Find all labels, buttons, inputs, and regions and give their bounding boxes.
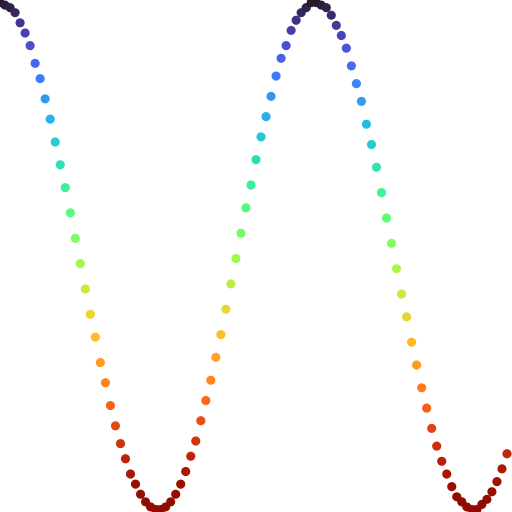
point [191,436,201,446]
point [351,79,361,89]
point [130,479,141,489]
point [15,18,25,28]
point [401,312,412,322]
point [432,441,442,451]
point [391,264,402,274]
point [231,253,241,264]
point [35,73,45,84]
point [442,469,452,479]
point [221,304,231,314]
point [346,61,356,71]
point [492,476,502,487]
point [50,137,60,147]
point [502,449,512,459]
point [85,309,95,319]
point [65,208,75,218]
point [186,451,196,461]
point [211,352,221,362]
point [45,114,55,124]
point [115,438,126,449]
point [110,421,121,431]
point [181,466,191,477]
point [40,94,50,104]
point [236,228,246,238]
point [201,395,211,406]
point [125,469,136,479]
point [171,489,181,499]
point [75,259,85,269]
point [366,139,377,150]
point [216,329,226,340]
point [226,279,236,289]
point [376,188,387,198]
point [291,15,301,25]
point [25,41,35,51]
point [386,238,397,248]
point [256,132,266,142]
point [176,479,186,489]
point [326,10,336,20]
point [261,111,271,122]
point [396,289,407,299]
point [422,403,432,413]
point [70,233,80,243]
point [371,162,382,172]
point [30,58,40,68]
point [266,91,276,101]
point [60,182,70,193]
point [135,489,146,499]
point [356,96,367,106]
point [90,332,100,342]
point [497,464,507,474]
point [336,30,346,41]
point [95,357,105,368]
point [271,71,281,81]
point [286,25,296,36]
point [251,155,261,165]
point [10,8,20,18]
point [80,284,90,294]
point [196,416,206,426]
point [20,28,30,38]
point [447,482,457,492]
point [487,487,497,497]
point [437,456,447,466]
point [281,41,291,51]
point [407,337,417,347]
point [246,180,256,190]
point [331,20,341,30]
point [427,423,437,433]
point [55,160,65,170]
point [381,213,392,223]
point [105,400,116,411]
point [241,203,251,213]
point [412,360,422,370]
point [361,119,372,129]
point [321,3,331,13]
point [341,43,351,53]
point [417,383,427,393]
point [482,494,492,504]
point [100,378,111,388]
point [276,53,286,63]
point [166,497,176,507]
point [120,454,131,464]
point [206,375,216,385]
